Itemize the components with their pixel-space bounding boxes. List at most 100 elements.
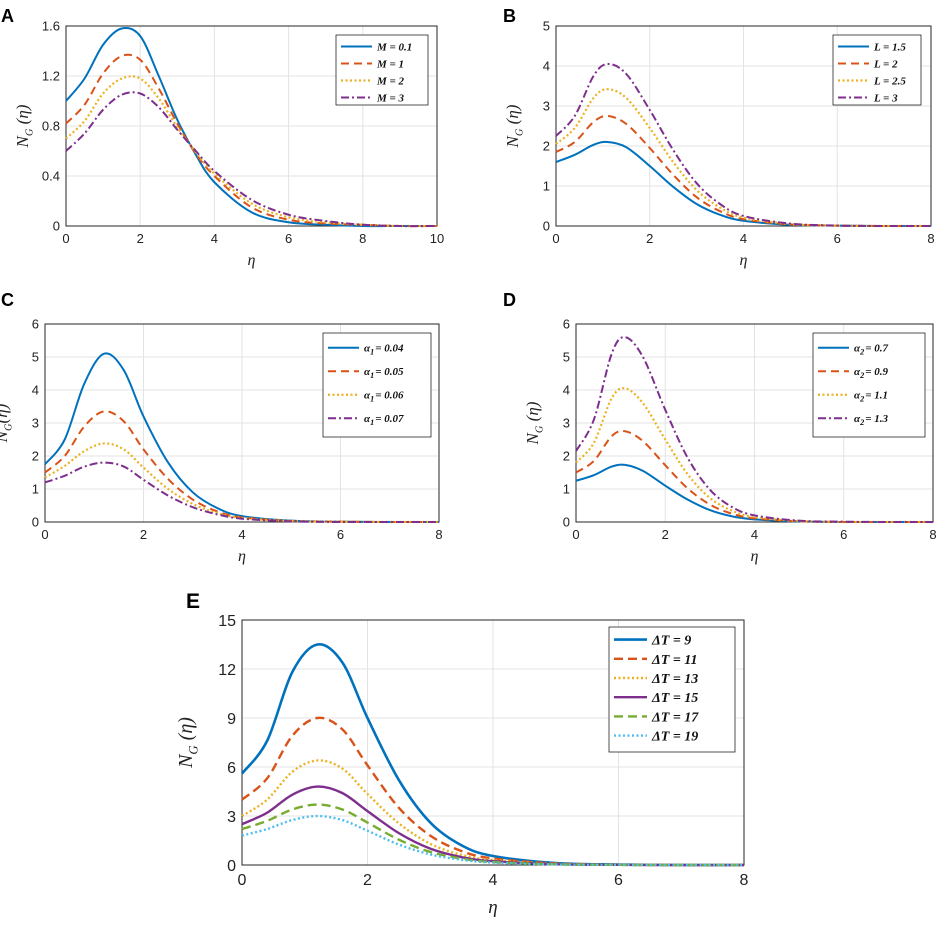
x-tick-label: 8 [359,231,366,246]
y-tick-label: 0 [563,515,570,530]
panel-label: A [1,6,14,26]
legend-entry-sub: 1 [370,395,374,404]
y-axis-label: NG (η) [175,717,201,769]
x-tick-label: 2 [140,527,147,542]
y-tick-label: 0.4 [42,169,60,184]
y-tick-label: 9 [227,711,236,728]
legend-entry-main: M = 3 [376,92,405,104]
series-line-4 [241,785,745,867]
legend-entry: ΔT = 9 [651,634,691,649]
x-tick-label: 6 [834,231,841,246]
legend-entry-sub: 2 [859,371,864,380]
y-tick-label: 3 [32,416,39,431]
legend: L = 1.5 L = 2 L = 2.5 L = 3 [832,34,922,106]
legend-entry-main: α [854,366,861,378]
y-tick-label: 0 [227,858,236,875]
legend-entry-tail: = 1.1 [865,390,888,402]
x-tick-label: 4 [751,527,758,542]
legend-entry: α1= 0.07 [364,413,404,427]
y-tick-label: 4 [543,59,550,74]
y-tick-label: 6 [32,317,39,332]
series-line-4 [44,461,439,524]
legend-entry: α2= 1.3 [854,413,888,427]
y-tick-label: 1.6 [42,19,60,34]
series-line-3 [575,387,933,524]
legend-entry: M = 2 [376,75,405,87]
x-tick-label: 0 [41,527,48,542]
series-line-5 [241,803,745,867]
y-tick-label: 0.8 [42,119,60,134]
x-tick-label: 4 [489,872,498,889]
x-tick-label: 2 [363,872,372,889]
y-axis-label-tail: (η) [503,104,522,128]
y-axis-label-tail: (η) [0,403,11,423]
legend-entry-sub: 2 [859,395,864,404]
legend-entry: L = 3 [873,92,898,104]
y-axis-label-tail: (η) [523,401,542,425]
legend-entry: L = 1.5 [873,41,906,53]
legend-entry-main: L = 2 [873,58,898,70]
legend-entry-main: α [854,343,861,355]
x-tick-label: 8 [927,231,934,246]
legend-entry-main: M = 1 [376,58,404,70]
panel-label: E [186,590,200,613]
y-axis-label: NG (η) [13,104,36,148]
series-line-2 [65,53,438,228]
y-tick-label: 5 [543,19,550,34]
x-tick-label: 4 [740,231,747,246]
y-axis-label-tail: (η) [13,104,32,128]
y-axis-label-main: N [175,753,197,769]
x-tick-label: 0 [552,231,559,246]
legend-entry-sub: 1 [370,418,374,427]
legend-entry-sub: 2 [859,348,864,357]
x-axis-label: η [751,548,759,565]
legend-entry-main: α [364,366,371,378]
legend-entry-tail: = 0.04 [375,343,404,355]
x-tick-label: 10 [430,231,444,246]
x-tick-label: 0 [62,231,69,246]
legend: α2= 0.7α2= 0.9α2= 1.1α2= 1.3 [812,332,926,438]
x-tick-label: 6 [614,872,623,889]
axes-frame [44,323,440,523]
y-tick-label: 4 [32,383,39,398]
legend-box [608,626,736,753]
series-line-4 [575,336,934,524]
x-axis-label: η [740,252,748,269]
legend-entry: ΔT = 15 [651,691,698,706]
legend-entry-tail: = 0.05 [375,366,404,378]
y-tick-label: 6 [563,317,570,332]
panel-label: C [1,290,14,310]
y-axis-label-tail: (η) [175,717,197,746]
legend-entry: α2= 0.7 [854,343,888,357]
legend-entry: ΔT = 17 [651,710,699,725]
x-axis-label: η [248,252,256,269]
y-tick-label: 1.2 [42,69,60,84]
y-tick-label: 6 [227,760,236,777]
x-tick-label: 0 [238,872,247,889]
legend-entry: α1= 0.04 [364,343,404,357]
series-line-3 [44,442,440,524]
legend-entry-main: α [854,413,861,425]
series-line-2 [44,410,440,524]
x-tick-label: 6 [840,527,847,542]
y-axis-label: NG(η) [0,403,15,443]
y-tick-label: 2 [543,139,550,154]
x-axis-label: η [488,897,497,918]
panel-a: A 0 2 4 6 8 10 0 0.4 0.8 1.2 1.6 η NG (η) M = 0.1 M = 1… [1,6,444,269]
legend-box [812,332,926,438]
legend-entry: ΔT = 11 [651,653,698,668]
axes-frame [65,25,438,227]
legend-entry-main: M = 0.1 [376,41,412,53]
y-axis-label-sub: G [535,425,546,433]
series-line-2 [575,429,933,524]
legend-entry-tail: = 0.7 [865,343,888,355]
legend-entry: M = 1 [376,58,404,70]
y-axis-label-sub: G [187,745,201,754]
x-tick-label: 6 [337,527,344,542]
y-tick-label: 1 [543,179,550,194]
legend-entry-sub: 2 [859,418,864,427]
legend-entry-main: ΔT = 19 [651,730,698,745]
